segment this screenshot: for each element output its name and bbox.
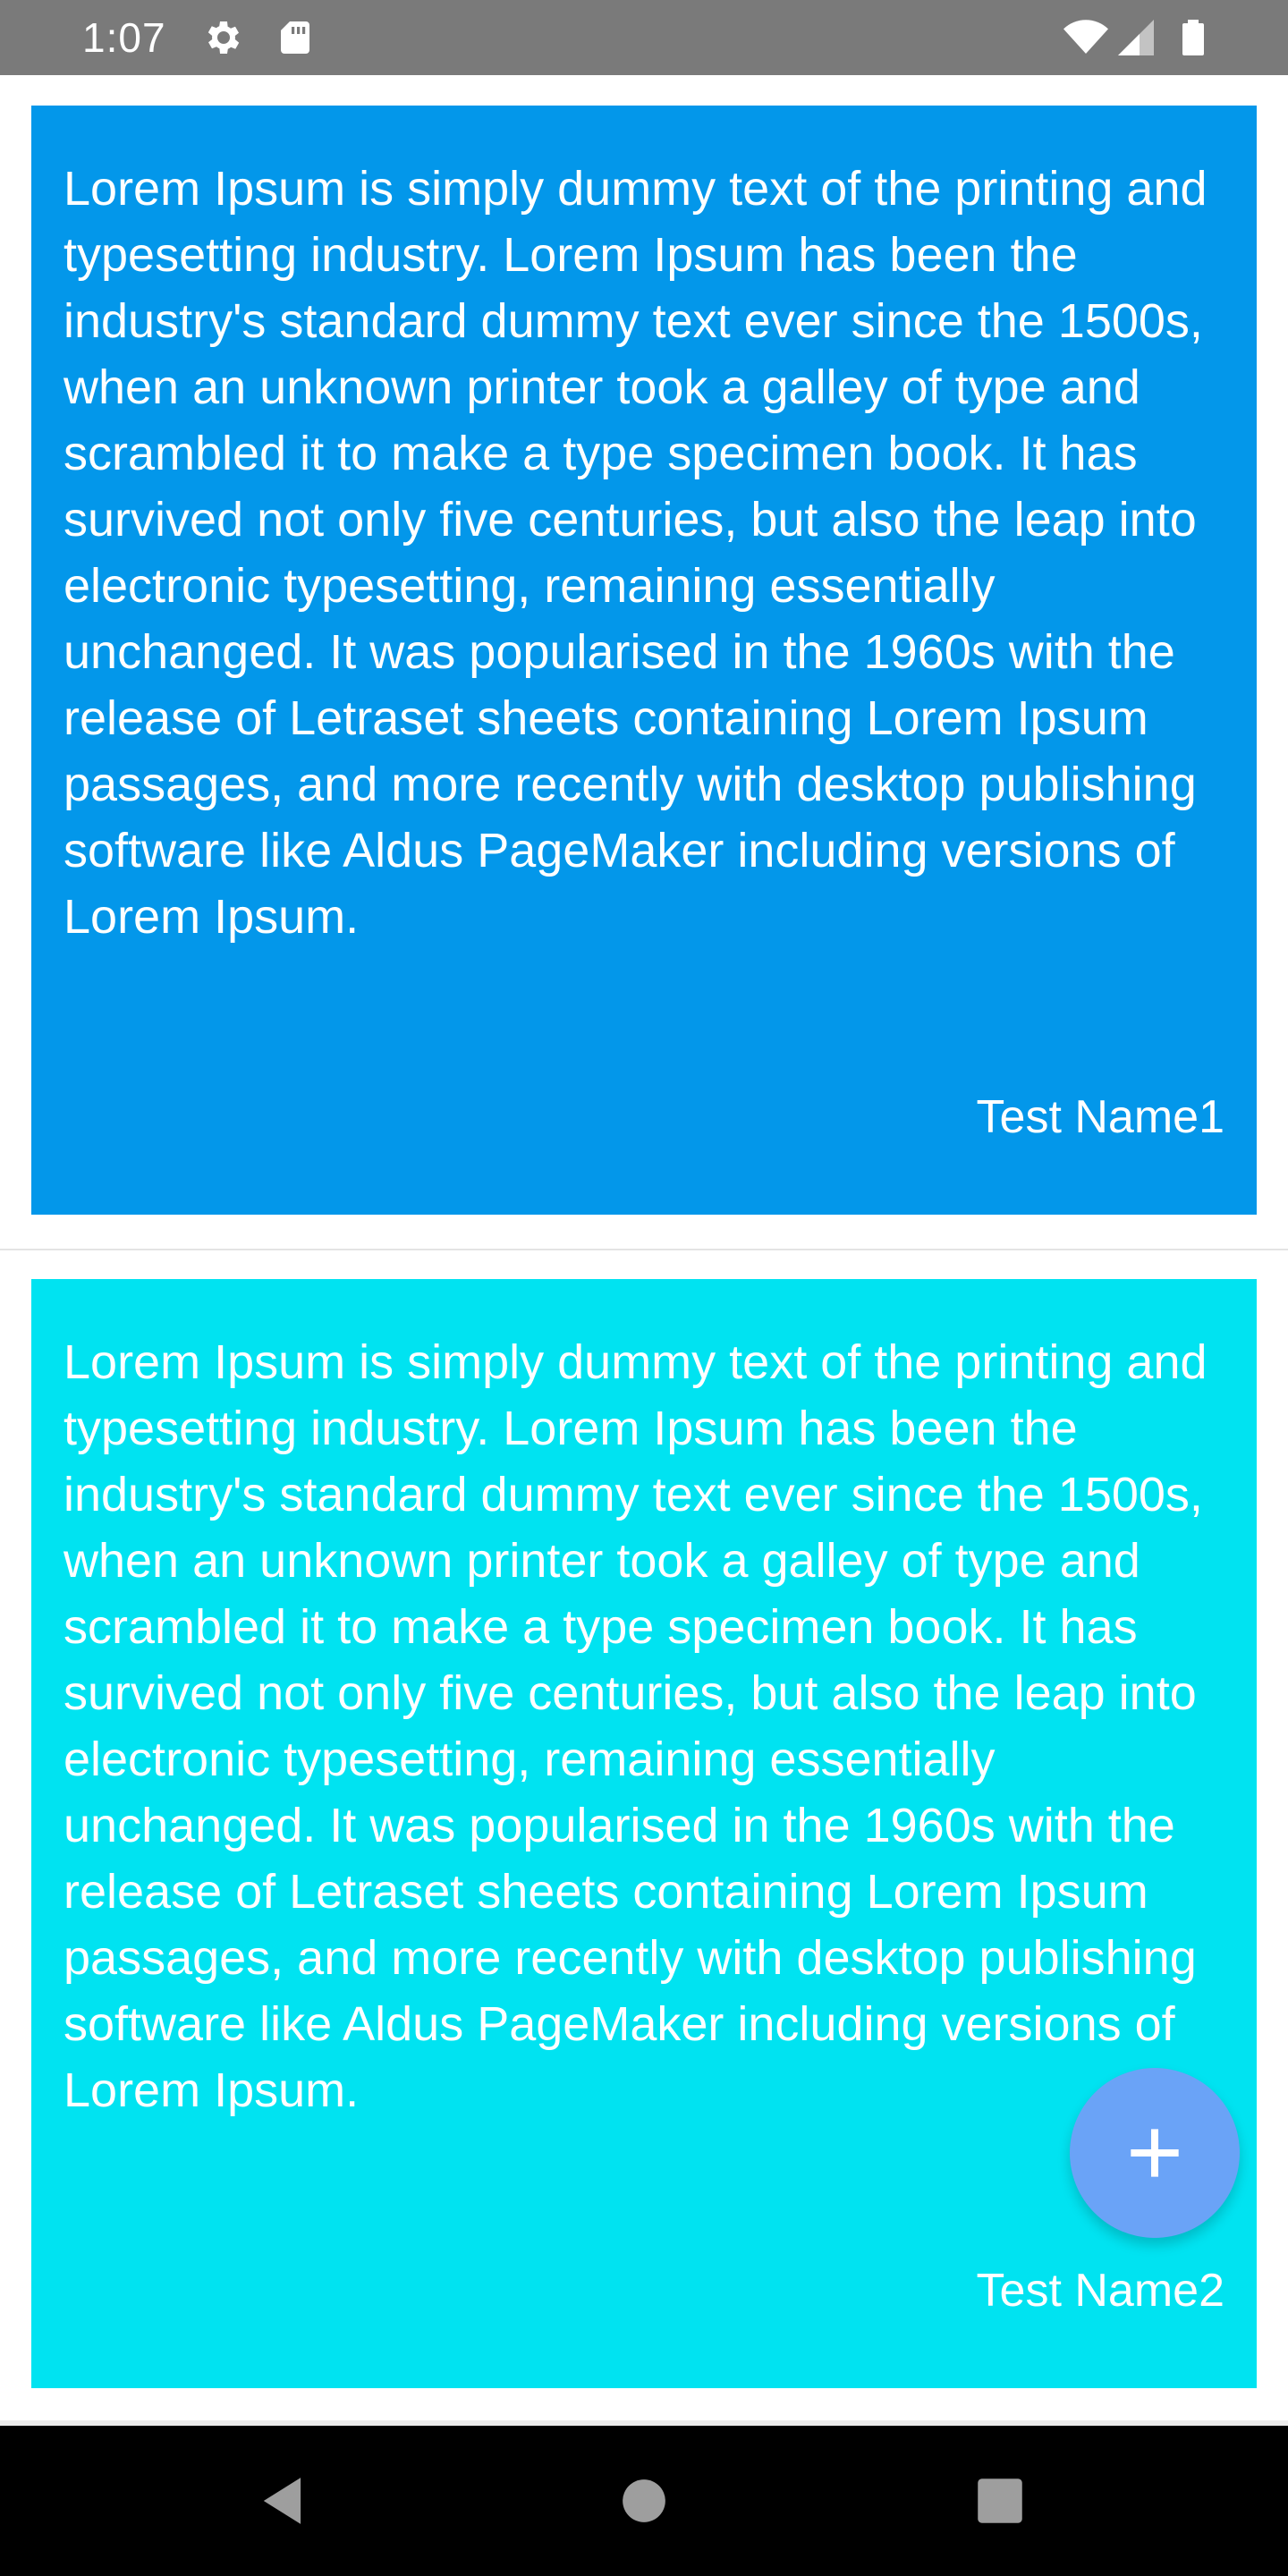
card-author-name: Test Name2 xyxy=(976,2265,1224,2317)
card-author-name: Test Name1 xyxy=(976,1091,1224,1143)
add-post-button[interactable] xyxy=(1070,2068,1240,2238)
card-body-text: Lorem Ipsum is simply dummy text of the … xyxy=(64,162,1208,944)
navigation-bar xyxy=(0,2426,1288,2576)
status-bar: 1:07 xyxy=(0,0,1288,75)
wifi-icon xyxy=(1061,16,1111,59)
recents-button[interactable] xyxy=(961,2462,1039,2540)
battery-icon xyxy=(1172,16,1215,59)
post-card-1[interactable]: Lorem Ipsum is simply dummy text of the … xyxy=(31,106,1257,1215)
signal-icon xyxy=(1114,16,1157,59)
sd-card-icon xyxy=(274,16,317,59)
recents-icon xyxy=(978,2479,1022,2523)
home-button[interactable] xyxy=(605,2462,683,2540)
home-icon xyxy=(623,2479,665,2522)
list-divider xyxy=(0,1249,1288,1250)
post-card-2[interactable]: Lorem Ipsum is simply dummy text of the … xyxy=(31,1279,1257,2388)
back-icon xyxy=(263,2478,301,2524)
status-time: 1:07 xyxy=(82,14,166,61)
card-body-text: Lorem Ipsum is simply dummy text of the … xyxy=(64,1335,1208,2117)
settings-icon xyxy=(202,16,245,59)
list-end-strip xyxy=(0,2420,1288,2426)
back-button[interactable] xyxy=(245,2462,324,2540)
plus-icon xyxy=(1131,2129,1179,2177)
